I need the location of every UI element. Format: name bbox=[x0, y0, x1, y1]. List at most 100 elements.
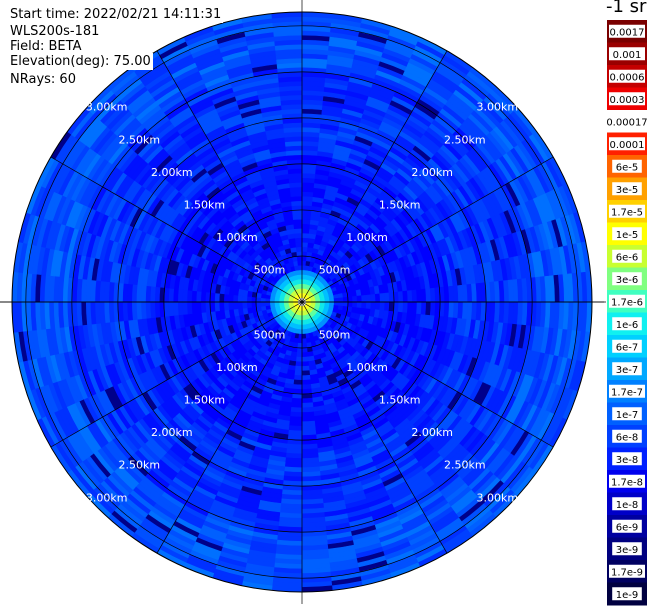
data-cell bbox=[200, 301, 207, 313]
data-cell bbox=[301, 324, 306, 330]
data-cell bbox=[347, 301, 353, 308]
data-cell bbox=[255, 296, 262, 303]
data-cell bbox=[301, 195, 314, 202]
data-cell bbox=[342, 296, 349, 303]
data-cell bbox=[218, 301, 225, 311]
data-cell bbox=[379, 301, 386, 311]
data-cell bbox=[232, 301, 239, 310]
range-ring-label: 1.00km bbox=[216, 231, 258, 244]
range-ring-label: 2.50km bbox=[118, 459, 160, 472]
data-cell bbox=[301, 329, 306, 335]
range-ring-label: 3.00km bbox=[477, 101, 519, 114]
data-cell bbox=[214, 301, 220, 312]
data-cell bbox=[295, 241, 303, 248]
data-cell bbox=[218, 293, 225, 303]
data-cell bbox=[301, 342, 308, 349]
data-cell bbox=[292, 214, 303, 220]
data-cell bbox=[324, 298, 330, 303]
range-ring-label: 1.50km bbox=[184, 198, 226, 211]
data-cell bbox=[289, 186, 303, 193]
data-cell bbox=[294, 361, 303, 367]
data-cell bbox=[361, 301, 367, 310]
data-cell bbox=[301, 411, 315, 418]
data-cell bbox=[292, 388, 303, 395]
data-cell bbox=[296, 255, 303, 262]
data-cell bbox=[200, 291, 207, 303]
data-cell bbox=[214, 292, 220, 303]
data-cell bbox=[293, 218, 303, 225]
data-cell bbox=[301, 361, 310, 367]
data-cell bbox=[274, 301, 280, 306]
data-cell bbox=[361, 294, 367, 303]
elevation-label: Elevation(deg): 75.00 bbox=[10, 53, 153, 70]
data-cell bbox=[301, 241, 309, 248]
data-cell bbox=[301, 347, 308, 353]
data-cell bbox=[195, 301, 202, 314]
range-ring-label: 2.50km bbox=[444, 133, 486, 146]
range-ring-label: 2.00km bbox=[411, 166, 453, 179]
data-cell bbox=[397, 301, 404, 313]
data-cell bbox=[264, 301, 271, 307]
data-cell bbox=[296, 347, 303, 353]
start-time-label: Start time: 2022/02/21 14:11:31 bbox=[10, 6, 224, 23]
data-cell bbox=[289, 411, 303, 418]
data-cell bbox=[232, 294, 239, 303]
data-cell bbox=[301, 352, 309, 358]
data-cell bbox=[292, 384, 303, 390]
data-cell bbox=[301, 186, 315, 193]
data-cell bbox=[411, 289, 418, 303]
data-cell bbox=[237, 294, 243, 303]
data-cell bbox=[191, 301, 198, 314]
data-cell bbox=[295, 352, 303, 358]
data-cell bbox=[301, 384, 312, 390]
range-ring-label: 1.50km bbox=[184, 394, 226, 407]
data-cell bbox=[402, 301, 409, 314]
data-cell bbox=[182, 301, 188, 315]
data-cell bbox=[333, 297, 340, 303]
data-cell bbox=[365, 301, 372, 310]
range-ring-label: 1.50km bbox=[379, 394, 421, 407]
data-cell bbox=[342, 301, 349, 308]
data-cell bbox=[379, 293, 386, 303]
data-cell bbox=[297, 264, 303, 271]
data-cell bbox=[246, 301, 252, 309]
data-cell bbox=[293, 370, 303, 376]
data-cell bbox=[301, 416, 315, 422]
data-cell bbox=[290, 402, 303, 409]
data-cell bbox=[186, 301, 193, 315]
data-cell bbox=[260, 301, 266, 307]
data-cell bbox=[416, 301, 422, 315]
data-cell bbox=[402, 290, 409, 303]
data-cell bbox=[301, 251, 308, 257]
range-ring-label: 2.00km bbox=[151, 426, 193, 439]
range-ring-label: 2.50km bbox=[444, 459, 486, 472]
data-cell bbox=[195, 290, 202, 303]
data-cell bbox=[301, 228, 311, 234]
data-cell bbox=[356, 295, 363, 303]
data-cell bbox=[374, 293, 381, 303]
range-ring-label: 500m bbox=[319, 329, 351, 342]
data-cell bbox=[228, 301, 234, 311]
data-cell bbox=[209, 301, 216, 312]
data-cell bbox=[301, 365, 310, 372]
data-cell bbox=[301, 379, 311, 386]
data-cell bbox=[289, 416, 303, 422]
data-cell bbox=[296, 251, 303, 257]
range-ring-label: 3.00km bbox=[86, 101, 128, 114]
data-cell bbox=[293, 374, 303, 381]
data-cell bbox=[301, 255, 308, 262]
data-cell bbox=[356, 301, 363, 309]
data-cell bbox=[416, 289, 422, 303]
range-ring-label: 2.00km bbox=[151, 166, 193, 179]
data-cell bbox=[301, 232, 310, 239]
data-cell bbox=[237, 301, 243, 310]
data-cell bbox=[388, 301, 395, 312]
nrays-label: NRays: 60 bbox=[10, 71, 78, 88]
data-cell bbox=[384, 292, 390, 303]
data-cell bbox=[182, 289, 188, 303]
data-cell bbox=[291, 200, 303, 207]
range-ring-label: 2.00km bbox=[411, 426, 453, 439]
data-cell bbox=[365, 294, 372, 303]
data-cell bbox=[297, 260, 303, 266]
data-cell bbox=[301, 214, 312, 220]
